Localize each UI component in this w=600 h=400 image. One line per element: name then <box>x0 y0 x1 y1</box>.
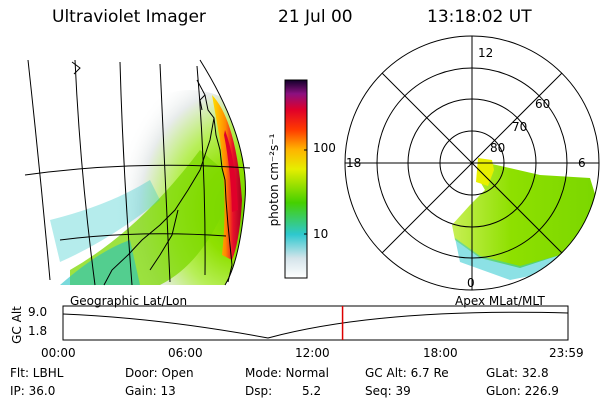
mlat-label-80: 80 <box>490 141 506 155</box>
x-tick-0600: 06:00 <box>168 346 203 360</box>
time-label: 13:18:02 UT <box>427 7 532 27</box>
x-tick-1800: 18:00 <box>423 346 458 360</box>
dsp-label: Dsp: <box>245 384 273 398</box>
mlat-label-60: 60 <box>535 97 551 111</box>
mode-info: Mode: Normal <box>245 366 329 380</box>
mlt-label-6: 6 <box>578 156 586 170</box>
mlt-label-12: 12 <box>478 46 494 60</box>
gain-info: Gain: 13 <box>125 384 176 398</box>
right-panel-label: Apex MLat/MLT <box>455 294 545 308</box>
x-tick-1200: 12:00 <box>295 346 330 360</box>
ip-info: IP: 36.0 <box>10 384 56 398</box>
emission-region <box>50 90 246 285</box>
colorbar-tick-10: 10 <box>313 227 329 241</box>
mlt-label-0: 0 <box>467 276 475 290</box>
geographic-grid <box>24 59 251 286</box>
x-tick-0000: 00:00 <box>41 346 76 360</box>
colorbar-tick-100: 100 <box>313 141 336 155</box>
altitude-tick-1_8: 1.8 <box>28 324 48 338</box>
date-label: 21 Jul 00 <box>278 7 353 27</box>
x-tick-2359: 23:59 <box>549 346 584 360</box>
coastline <box>71 61 233 286</box>
mlat-label-70: 70 <box>512 120 528 134</box>
glon-info: GLon: 226.9 <box>486 384 559 398</box>
instrument-title: Ultraviolet Imager <box>52 7 206 27</box>
mlt-label-18: 18 <box>346 156 362 170</box>
filter-info: Flt: LBHL <box>10 366 64 380</box>
altitude-frame <box>62 305 569 341</box>
left-panel-label: Geographic Lat/Lon <box>70 294 188 308</box>
gc-alt-info: GC Alt: 6.7 Re <box>365 366 449 380</box>
door-info: Door: Open <box>125 366 194 380</box>
dsp-value: 5.2 <box>302 384 322 398</box>
glat-info: GLat: 32.8 <box>486 366 549 380</box>
altitude-tick-9: 9.0 <box>28 305 48 319</box>
seq-info: Seq: 39 <box>365 384 411 398</box>
altitude-curve <box>62 311 569 339</box>
